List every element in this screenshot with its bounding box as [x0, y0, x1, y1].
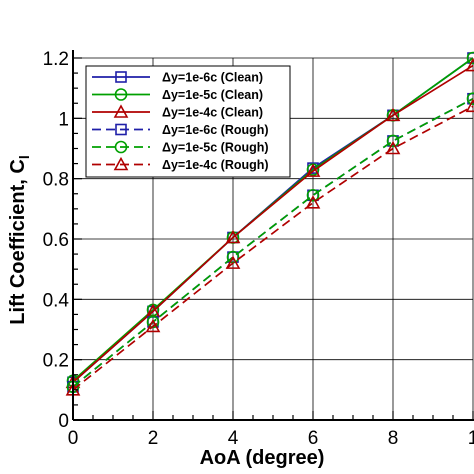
data-point [385, 140, 401, 155]
x-tick-label: 4 [228, 428, 239, 449]
data-point [465, 98, 474, 113]
data-point [305, 195, 321, 209]
legend-label: Δy=1e-5c (Rough) [162, 141, 269, 155]
data-point [225, 255, 241, 269]
data-point [466, 51, 474, 65]
data-point [306, 188, 320, 202]
data-point [305, 163, 321, 177]
data-point [466, 92, 474, 106]
legend-marker [114, 140, 128, 154]
y-tick-label: 1.2 [43, 49, 69, 70]
y-tick-label: 1 [58, 109, 69, 130]
legend-label: Δy=1e-5c (Clean) [162, 88, 263, 102]
y-axis-title: Lift Coefficient, Cl [7, 155, 32, 324]
tick-labels: 0 2 4 6 8 100.20.40.60.811.2 [43, 49, 474, 449]
legend-marker [114, 88, 128, 101]
legend-label: Δy=1e-6c (Rough) [162, 123, 269, 137]
y-tick-label: 0.6 [43, 230, 69, 251]
series-6 [65, 98, 474, 396]
x-tick-label: 0 [68, 428, 79, 449]
data-point [145, 318, 161, 333]
y-axis-title-main: Lift Coefficient, C [7, 159, 29, 325]
series-line [72, 97, 474, 388]
y-tick-label: 0.4 [43, 290, 70, 311]
series-line [72, 105, 474, 391]
y-tick-label: 0.2 [43, 351, 69, 372]
y-tick-label: 0.8 [43, 170, 69, 191]
legend-marker [115, 71, 127, 83]
axes-frame [72, 50, 474, 421]
legend-marker [113, 156, 129, 171]
x-tick-label: 1 [468, 428, 474, 449]
legend-label: Δy=1e-6c (Clean) [162, 71, 263, 85]
y-axis-title-subscript: l [16, 155, 32, 159]
legend-marker [113, 104, 129, 118]
series-line [72, 64, 474, 383]
data-point [386, 134, 400, 148]
legend: Δy=1e-6c (Clean) Δy=1e-5c (Clean) Δy=1e-4c… [85, 65, 291, 178]
data-point [465, 57, 474, 72]
x-tick-label: 2 [148, 428, 159, 449]
legend-label: Δy=1e-4c (Rough) [162, 158, 269, 172]
series-layer [65, 51, 474, 396]
x-axis-title: AoA (degree) [200, 447, 325, 469]
legend-box [85, 65, 291, 178]
x-tick-label: 6 [308, 428, 319, 449]
data-point [225, 229, 241, 244]
legend-marker [115, 123, 127, 136]
data-point [385, 107, 401, 122]
y-tick-label: 0 [58, 411, 69, 432]
x-tick-label: 8 [388, 428, 399, 449]
legend-label: Δy=1e-4c (Clean) [162, 106, 263, 120]
